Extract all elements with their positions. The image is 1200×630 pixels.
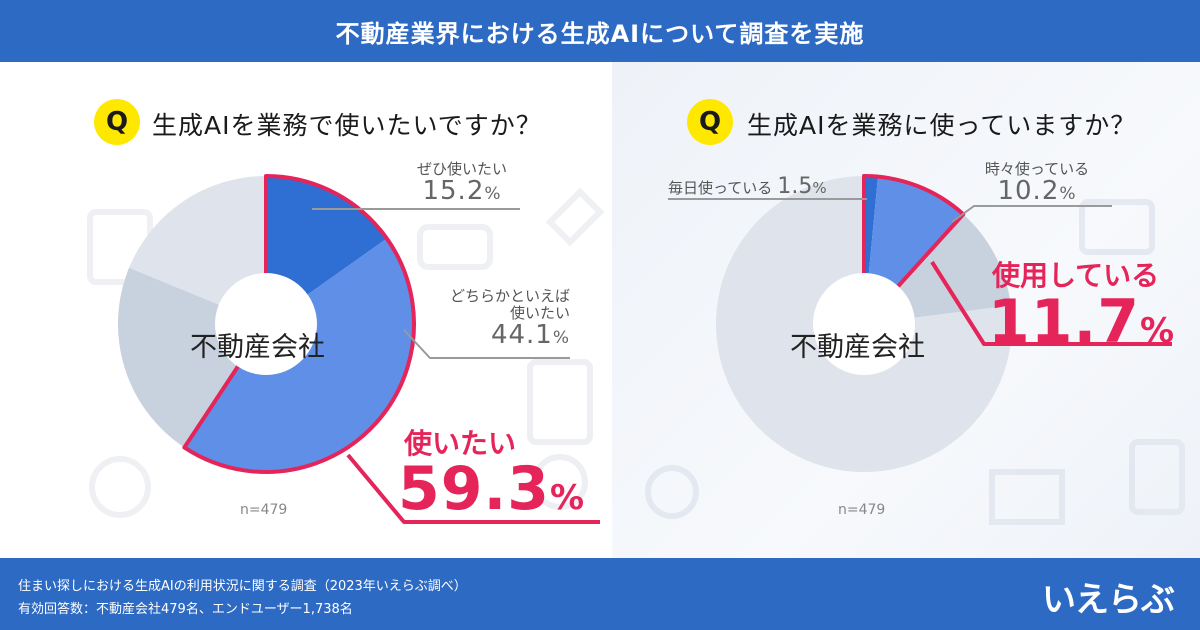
label-dochira-name-2: 使いたい [509, 304, 570, 322]
donut-hole [813, 273, 915, 375]
highlight-title: 使いたい [404, 427, 517, 460]
highlight-leader-line [346, 453, 600, 524]
label-dochira-value: 44.1% [490, 320, 570, 350]
background-icons-left [87, 187, 605, 518]
sample-size: n=479 [240, 502, 288, 518]
question-text: 生成AIを業務で使いたいですか？ [152, 111, 542, 140]
question-badge: Q [687, 99, 733, 145]
label-zehi-name: ぜひ使いたい [416, 160, 507, 178]
background-icons-right [645, 199, 1185, 525]
highlight-outline [182, 174, 416, 474]
page-footer: 住まい探しにおける生成AIの利用状況に関する調査（2023年いえらぶ調べ） 有効… [0, 558, 1200, 630]
left-panel: Q 生成AIを業務で使いたいですか？ ぜひ使いたい 15.2% どちらかといえば… [0, 62, 612, 558]
highlight-value: 11.7% [988, 287, 1176, 357]
center-label: 不動産会社 [790, 332, 925, 363]
label-mainichi: 毎日使っている 1.5% [668, 174, 827, 199]
footer-respondents: 有効回答数：不動産会社479名、エンドユーザー1,738名 [18, 602, 353, 617]
label-tokidoki-name: 時々使っている [984, 160, 1090, 178]
leader-line-1 [951, 205, 1112, 223]
chart-left [118, 174, 600, 524]
page-header: 不動産業界における生成AIについて調査を実施 [0, 0, 1200, 62]
leader-line-1 [403, 329, 570, 359]
highlight-value: 59.3% [398, 454, 586, 524]
highlight-leader-line [930, 260, 1172, 346]
label-zehi-value: 15.2% [422, 176, 502, 206]
question-badge: Q [94, 99, 140, 145]
page-title: 不動産業界における生成AIについて調査を実施 [335, 19, 865, 48]
question-text: 生成AIを業務に使っていますか？ [747, 111, 1137, 140]
label-tokidoki-value: 10.2% [997, 176, 1077, 206]
highlight-outline [862, 174, 966, 326]
highlight-title: 使用している [992, 259, 1160, 292]
brand-logo: いえらぶ [1042, 580, 1175, 620]
right-panel: Q 生成AIを業務に使っていますか？ 毎日使っている 1.5% 時々使っている … [612, 62, 1200, 558]
footer-survey-title: 住まい探しにおける生成AIの利用状況に関する調査（2023年いえらぶ調べ） [18, 579, 467, 594]
donut-hole [215, 273, 317, 375]
chart-right [668, 174, 1172, 473]
label-dochira-name-1: どちらかといえば [449, 287, 570, 305]
sample-size: n=479 [838, 502, 886, 518]
center-label: 不動産会社 [190, 332, 325, 363]
